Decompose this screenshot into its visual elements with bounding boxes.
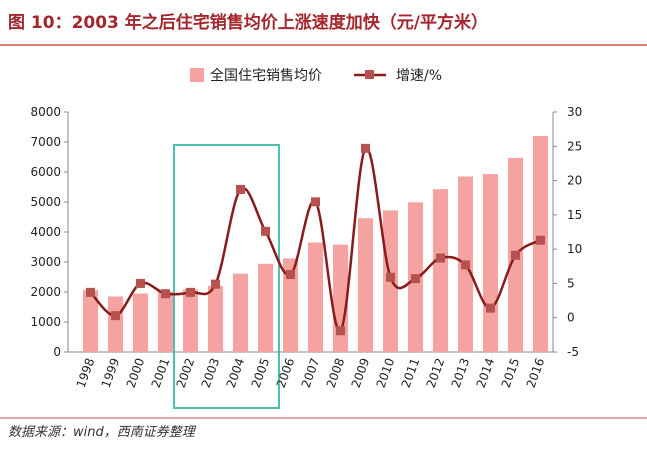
marker — [286, 270, 295, 280]
y-tick-label: 0 — [53, 345, 61, 359]
marker — [361, 143, 370, 153]
y-tick-label: 8000 — [30, 105, 61, 119]
bar — [208, 286, 223, 352]
y2-tick-label: 5 — [567, 276, 575, 290]
legend-label: 全国住宅销售均价 — [210, 67, 322, 84]
highlight-box — [173, 144, 280, 409]
source: 数据来源：wind，西南证券整理 — [8, 425, 197, 440]
marker — [236, 184, 245, 194]
y-tick-label: 2000 — [30, 285, 61, 299]
marker — [536, 235, 545, 245]
marker — [136, 278, 145, 288]
x-tick-label: 2013 — [449, 356, 473, 389]
bar — [108, 296, 123, 352]
y2-tick-label: 0 — [567, 311, 575, 325]
x-tick-label: 2005 — [249, 356, 273, 389]
bar — [283, 258, 298, 352]
line — [89, 147, 542, 333]
y2-tick-label: 20 — [567, 174, 582, 188]
x-tick-label: 2008 — [324, 356, 348, 389]
y-tick-label: 4000 — [30, 225, 61, 239]
legend-label: 增速/% — [396, 68, 442, 84]
x-tick-label: 1999 — [99, 356, 123, 389]
marker — [86, 287, 95, 297]
x-tick-label: 2012 — [424, 356, 448, 389]
x-tick-label: 2002 — [174, 356, 198, 389]
x-tick-label: 2011 — [399, 356, 423, 389]
marker — [261, 226, 270, 236]
y-tick-label: 6000 — [30, 165, 61, 179]
bar — [133, 293, 148, 352]
marker — [161, 289, 170, 299]
marker — [386, 272, 395, 282]
bar — [483, 174, 498, 352]
y2-tick-label: 25 — [567, 139, 582, 153]
x-tick-label: 2014 — [474, 356, 498, 389]
legend-swatch — [190, 68, 204, 82]
y2-tick-label: 10 — [567, 242, 582, 256]
y-tick-label: 1000 — [30, 315, 61, 329]
bar — [358, 218, 373, 352]
y2-tick-label: 30 — [567, 105, 582, 119]
marker — [511, 250, 520, 260]
bar — [183, 289, 198, 352]
x-tick-label: 2006 — [274, 356, 298, 389]
x-tick-label: 1998 — [74, 356, 98, 389]
x-tick-label: 2000 — [124, 356, 148, 389]
legend-marker — [365, 70, 374, 79]
bar — [158, 291, 173, 352]
bar — [233, 273, 248, 352]
marker — [461, 260, 470, 270]
marker — [311, 197, 320, 207]
x-tick-label: 2015 — [499, 356, 523, 389]
marker — [411, 274, 420, 284]
marker — [111, 311, 120, 321]
chart-title: 图 10：2003 年之后住宅销售均价上涨速度加快（元/平方米） — [8, 12, 488, 33]
y2-tick-label: -5 — [567, 345, 579, 359]
x-tick-label: 2007 — [299, 356, 323, 389]
marker — [486, 303, 495, 313]
bar — [258, 263, 273, 352]
y-tick-label: 5000 — [30, 195, 61, 209]
x-tick-label: 2004 — [224, 356, 248, 389]
x-tick-label: 2010 — [374, 356, 398, 389]
y-tick-label: 7000 — [30, 135, 61, 149]
bar — [83, 290, 98, 352]
x-tick-label: 2009 — [349, 356, 373, 389]
bar — [308, 242, 323, 352]
marker — [186, 287, 195, 297]
y-tick-label: 3000 — [30, 255, 61, 269]
marker — [436, 253, 445, 263]
bar — [433, 189, 448, 352]
x-tick-label: 2003 — [199, 356, 223, 389]
marker — [336, 326, 345, 336]
marker — [211, 279, 220, 289]
x-tick-label: 2001 — [149, 356, 173, 389]
y2-tick-label: 15 — [567, 208, 582, 222]
x-tick-label: 2016 — [524, 356, 548, 389]
